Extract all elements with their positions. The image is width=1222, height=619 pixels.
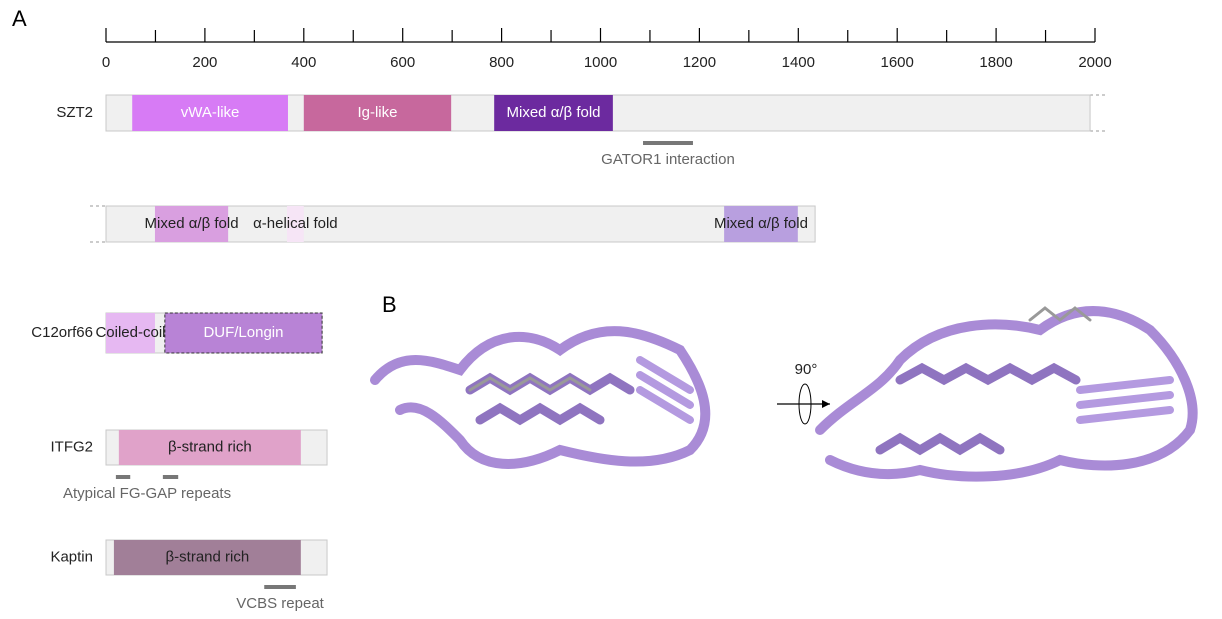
protein-name: SZT2 <box>56 104 93 121</box>
tick-label: 1200 <box>683 54 716 71</box>
domain-label: vWA-like <box>181 104 240 121</box>
tick-label: 1800 <box>979 54 1012 71</box>
domain-label: Mixed α/β fold <box>507 104 601 121</box>
protein-name: ITFG2 <box>50 438 93 455</box>
feature-label: Atypical FG-GAP repeats <box>63 485 231 502</box>
protein-structure <box>375 308 1193 477</box>
panel-label: A <box>12 6 27 31</box>
figure: A B 90° 0 200 400 600 800 1000 1200 1400 1600 180… <box>0 0 1222 619</box>
panel-label: B <box>382 292 397 317</box>
tick-label: 200 <box>192 54 217 71</box>
protein-name: Kaptin <box>50 548 93 565</box>
domain-label: DUF/Longin <box>203 324 283 341</box>
tick-label: 1600 <box>881 54 914 71</box>
tick-label: 2000 <box>1078 54 1111 71</box>
tick-label: 0 <box>102 54 110 71</box>
domain-label: Coiled-coil <box>95 324 165 341</box>
tick-label: 400 <box>291 54 316 71</box>
domain-label: β-strand rich <box>166 548 250 565</box>
domain-label: Ig-like <box>357 104 397 121</box>
feature-label: VCBS repeat <box>236 595 324 612</box>
domain-label: Mixed α/β fold <box>145 215 239 232</box>
tick-label: 1000 <box>584 54 617 71</box>
domain-label: α-helical fold <box>253 215 338 232</box>
rotation-label: 90° <box>795 361 818 378</box>
tick-label: 1400 <box>782 54 815 71</box>
domain-label: β-strand rich <box>168 438 252 455</box>
protein-name: C12orf66 <box>31 324 93 341</box>
tick-label: 800 <box>489 54 514 71</box>
domain-label: Mixed α/β fold <box>714 215 808 232</box>
rotation-icon: 90° <box>777 361 830 424</box>
feature-label: GATOR1 interaction <box>601 151 735 168</box>
tick-label: 600 <box>390 54 415 71</box>
